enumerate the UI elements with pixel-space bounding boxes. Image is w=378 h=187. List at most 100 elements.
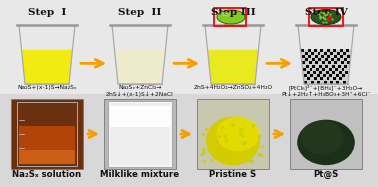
Text: Step IV: Step IV: [305, 8, 347, 17]
Bar: [308, 55, 311, 58]
Bar: [314, 49, 317, 51]
Bar: [305, 52, 308, 55]
Bar: [326, 71, 329, 74]
Text: Na₂Sₓ solution: Na₂Sₓ solution: [12, 170, 82, 179]
Bar: [339, 49, 342, 51]
Bar: [341, 61, 344, 64]
Bar: [317, 74, 319, 77]
Bar: [343, 81, 346, 84]
Ellipse shape: [311, 10, 341, 24]
Polygon shape: [22, 50, 73, 84]
Bar: [335, 61, 338, 64]
Bar: [306, 65, 309, 68]
Bar: [104, 99, 176, 169]
Bar: [339, 77, 342, 80]
Bar: [338, 65, 341, 68]
Bar: [338, 58, 340, 61]
Text: Na₂Sₓ+ZnCl₂→
ZnS↓+(x-1)S↓+2NaCl: Na₂Sₓ+ZnCl₂→ ZnS↓+(x-1)S↓+2NaCl: [106, 85, 174, 97]
Text: Milklike mixture: Milklike mixture: [101, 170, 180, 179]
Bar: [318, 52, 321, 55]
Bar: [307, 71, 310, 74]
Bar: [330, 81, 333, 84]
Bar: [313, 65, 315, 68]
Bar: [310, 74, 313, 77]
Bar: [321, 49, 323, 51]
Bar: [290, 99, 362, 169]
Bar: [336, 74, 339, 77]
Ellipse shape: [297, 120, 355, 165]
Bar: [17, 102, 77, 166]
Bar: [301, 49, 304, 51]
Bar: [302, 61, 305, 64]
Bar: [108, 101, 172, 167]
Bar: [328, 61, 331, 64]
Bar: [311, 81, 314, 84]
Bar: [315, 61, 318, 64]
Bar: [324, 52, 327, 55]
Bar: [0, 0, 378, 94]
Bar: [327, 55, 330, 58]
Text: ZnS+4H₂O₂→ZnSO₄+4H₂O: ZnS+4H₂O₂→ZnSO₄+4H₂O: [194, 85, 273, 90]
Bar: [304, 81, 307, 84]
Bar: [329, 74, 332, 77]
Ellipse shape: [301, 121, 344, 154]
Bar: [309, 61, 312, 64]
Polygon shape: [208, 50, 259, 84]
Bar: [344, 58, 347, 61]
Bar: [314, 55, 318, 58]
Ellipse shape: [220, 12, 230, 16]
Bar: [302, 55, 305, 58]
Bar: [19, 150, 75, 164]
Bar: [347, 61, 350, 64]
Bar: [335, 68, 338, 71]
Bar: [11, 99, 83, 169]
Bar: [313, 71, 316, 74]
Text: Pt@S: Pt@S: [313, 170, 339, 179]
Bar: [309, 8, 343, 26]
Bar: [304, 74, 307, 77]
Bar: [305, 58, 308, 61]
Bar: [314, 77, 317, 80]
Bar: [327, 77, 330, 80]
Text: Pristine S: Pristine S: [209, 170, 257, 179]
Bar: [325, 58, 327, 61]
Bar: [330, 52, 333, 55]
Bar: [312, 58, 315, 61]
Bar: [310, 68, 313, 71]
Bar: [327, 49, 330, 51]
Bar: [317, 81, 320, 84]
Polygon shape: [115, 50, 166, 84]
Bar: [325, 65, 328, 68]
Bar: [346, 49, 349, 51]
Bar: [303, 68, 306, 71]
Bar: [343, 52, 346, 55]
Bar: [319, 65, 322, 68]
Bar: [320, 77, 323, 80]
Bar: [347, 55, 350, 58]
Bar: [19, 125, 75, 164]
Bar: [307, 77, 310, 80]
Ellipse shape: [217, 10, 245, 24]
Bar: [342, 74, 345, 77]
Bar: [322, 68, 325, 71]
Bar: [197, 99, 269, 169]
Bar: [319, 71, 322, 74]
Bar: [323, 74, 326, 77]
Bar: [339, 71, 342, 74]
Bar: [214, 8, 246, 26]
Bar: [329, 68, 332, 71]
Bar: [340, 55, 343, 58]
Bar: [342, 68, 344, 71]
Ellipse shape: [216, 117, 260, 151]
Bar: [316, 68, 319, 71]
Bar: [331, 58, 334, 61]
Bar: [318, 58, 321, 61]
Bar: [334, 55, 337, 58]
Bar: [333, 49, 336, 51]
Text: Step  II: Step II: [118, 8, 162, 17]
Ellipse shape: [206, 117, 260, 165]
Bar: [321, 55, 324, 58]
Text: Na₂S+(x-1)S→Na₂Sₓ: Na₂S+(x-1)S→Na₂Sₓ: [17, 85, 77, 90]
Bar: [336, 81, 339, 84]
Text: [PtCl₆]²⁻+[BH₄]⁻+3H₂O→
Pt↓+2H₂↑+H₃BO₃+3H⁺+6Cl⁻: [PtCl₆]²⁻+[BH₄]⁻+3H₂O→ Pt↓+2H₂↑+H₃BO₃+3H…: [281, 85, 371, 97]
